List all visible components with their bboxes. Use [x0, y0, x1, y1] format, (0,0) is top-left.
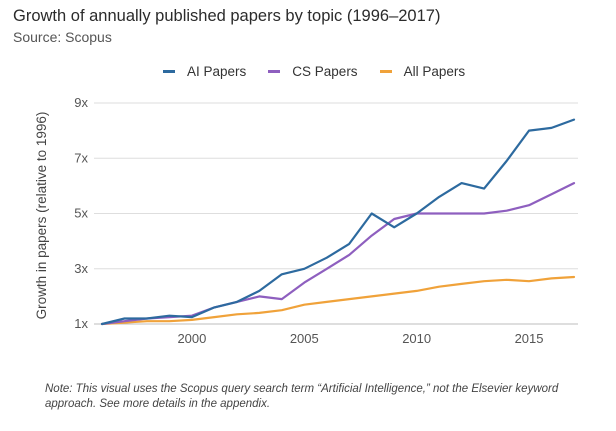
legend-swatch-ai	[163, 70, 175, 73]
x-tick-label: 2010	[402, 331, 431, 346]
chart-title: Growth of annually published papers by t…	[13, 7, 441, 25]
y-tick-label: 9x	[74, 95, 88, 110]
y-axis-label: Growth in papers (relative to 1996)	[34, 112, 49, 320]
legend-item-ai-papers[interactable]: AI Papers	[163, 64, 246, 79]
legend-label-all: All Papers	[403, 64, 466, 79]
legend-item-all-papers[interactable]: All Papers	[379, 64, 466, 79]
legend-label-ai: AI Papers	[187, 64, 247, 79]
series-line-cs-papers	[100, 182, 576, 326]
x-tick-label: 2000	[177, 331, 206, 346]
x-tick-label: 2015	[515, 331, 544, 346]
series-line-ai-papers	[100, 118, 576, 326]
legend-label-cs: CS Papers	[292, 64, 358, 79]
y-tick-label: 3x	[74, 261, 88, 276]
legend-swatch-cs	[268, 70, 281, 73]
chart-subtitle: Source: Scopus	[13, 29, 112, 45]
x-tick-label: 2005	[290, 331, 319, 346]
y-tick-label: 1x	[74, 316, 88, 331]
legend-item-cs-papers[interactable]: CS Papers	[268, 64, 358, 79]
y-tick-label: 7x	[74, 150, 88, 165]
series-line-all-papers	[100, 275, 576, 326]
y-tick-label: 5x	[74, 206, 88, 221]
footnote: Note: This visual uses the Scopus query …	[45, 383, 559, 410]
legend-swatch-all	[379, 70, 392, 73]
chart-legend: AI Papers CS Papers All Papers	[163, 64, 465, 79]
